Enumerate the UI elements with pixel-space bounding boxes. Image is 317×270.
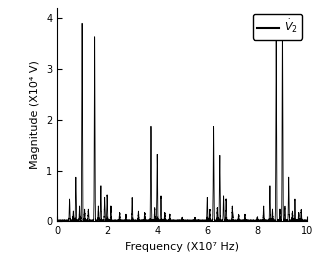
Legend: $\dot{V}_2$: $\dot{V}_2$ [253,14,302,40]
X-axis label: Frequency (X10⁷ Hz): Frequency (X10⁷ Hz) [125,242,239,252]
Y-axis label: Magnitude (X10⁴ V): Magnitude (X10⁴ V) [30,60,40,169]
